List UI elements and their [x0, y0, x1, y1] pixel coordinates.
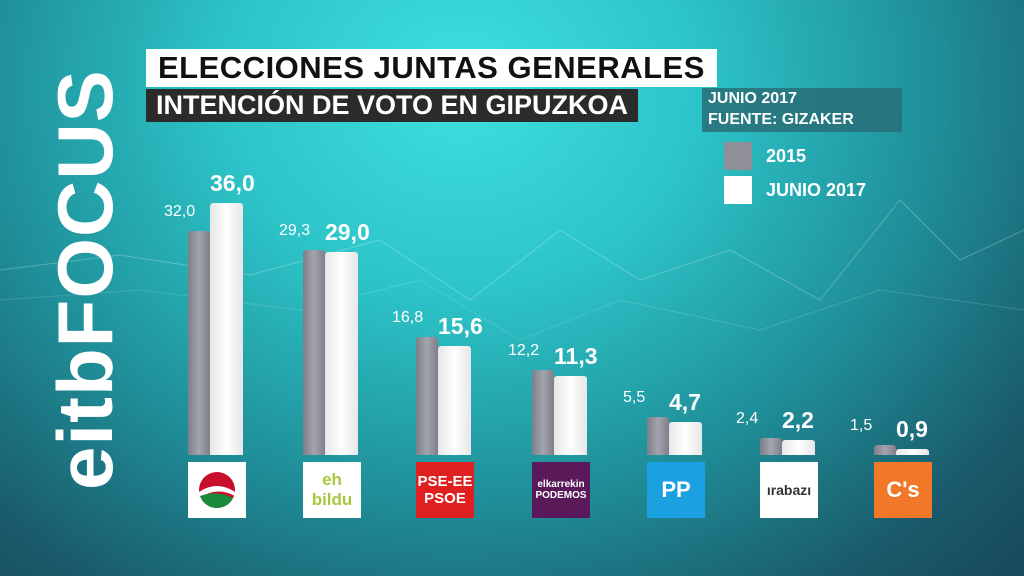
party-logo-text: PP — [661, 477, 691, 502]
source-date: JUNIO 2017 — [708, 90, 797, 107]
legend-swatch-2017 — [724, 176, 752, 204]
value-label-2015: 29,3 — [279, 221, 311, 239]
party-logo: PSE-EE PSOE — [416, 462, 474, 518]
bar-2015 — [760, 438, 782, 455]
brand-logo: eitbFOCUS — [41, 69, 129, 490]
party-logo: C's — [874, 462, 932, 518]
bar-2015 — [532, 369, 554, 455]
pnv-logo-icon — [199, 472, 235, 509]
party-logo: ırabazı — [760, 462, 818, 518]
value-label-2017: 29,0 — [325, 219, 370, 245]
legend-2017: JUNIO 2017 — [724, 176, 866, 204]
legend-2015: 2015 — [724, 142, 806, 170]
legend-label-2017: JUNIO 2017 — [766, 179, 867, 200]
value-label-2017: 4,7 — [669, 389, 701, 416]
bar-2015 — [416, 337, 438, 455]
value-label-2015: 2,4 — [736, 410, 759, 428]
bar-2017 — [896, 448, 929, 455]
value-label-2017: 0,9 — [896, 415, 928, 442]
value-label-2015: 32,0 — [164, 203, 196, 220]
bar-2015 — [303, 249, 325, 455]
party-logo: eh bildu — [303, 462, 361, 518]
legend-swatch-2015 — [724, 142, 752, 170]
chart-title: ELECCIONES JUNTAS GENERALES — [146, 49, 717, 87]
party-logo-text: eh bildu — [311, 470, 353, 509]
source-name: FUENTE: GIZAKER — [708, 111, 854, 128]
value-label-2017: 11,3 — [554, 342, 598, 369]
chart-subtitle: INTENCIÓN DE VOTO EN GIPUZKOA — [146, 89, 639, 122]
value-label-2017: 36,0 — [210, 170, 255, 196]
party-logo-text: C's — [886, 477, 920, 502]
party-logo-text: ırabazı — [766, 482, 812, 498]
bar-2015 — [188, 231, 210, 455]
bar-2017 — [438, 345, 471, 455]
value-label-2015: 16,8 — [392, 309, 424, 327]
bar-2017 — [669, 422, 702, 455]
legend-label-2015: 2015 — [766, 145, 807, 166]
party-logo: elkarrekin PODEMOS — [532, 462, 590, 518]
bar-2017 — [325, 252, 358, 455]
party-logo: PP — [647, 462, 705, 518]
value-label-2015: 5,5 — [623, 388, 646, 406]
bar-2017 — [782, 439, 815, 455]
value-label-2015: 1,5 — [850, 416, 873, 434]
value-label-2017: 2,2 — [782, 406, 814, 433]
bar-2015 — [874, 444, 896, 455]
party-logo-text: PSE-EE PSOE — [417, 473, 473, 507]
bar-2017 — [210, 203, 243, 455]
value-label-2015: 12,2 — [508, 341, 540, 359]
party-logo — [188, 462, 246, 518]
value-label-2017: 15,6 — [438, 312, 483, 339]
bar-2015 — [647, 416, 669, 455]
bar-2017 — [554, 375, 587, 455]
source-box: JUNIO 2017 FUENTE: GIZAKER — [702, 88, 902, 132]
party-logo-text: elkarrekin PODEMOS — [535, 479, 587, 501]
